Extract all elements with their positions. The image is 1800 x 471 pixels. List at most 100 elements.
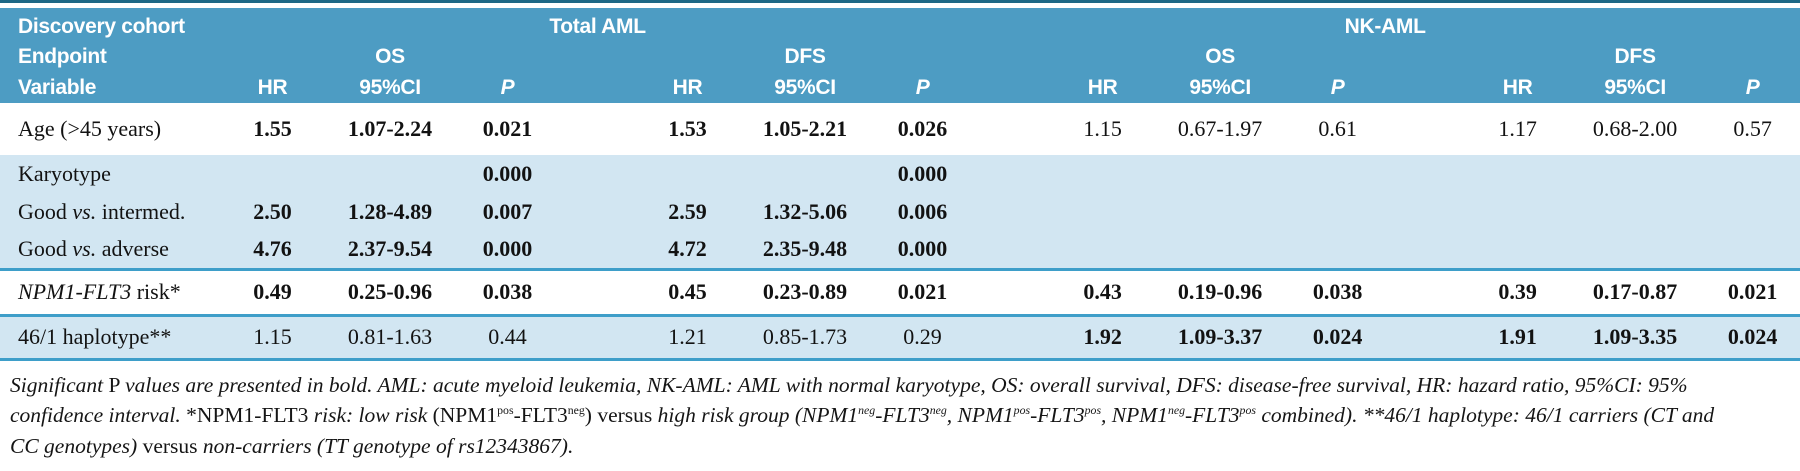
header-hr: HR (1470, 72, 1566, 103)
p-value: 0.000 (460, 231, 555, 269)
column-spacer (555, 193, 640, 231)
header-discovery-cohort: Discovery cohort (0, 8, 225, 41)
variable-label: 46/1 haplotype** (0, 315, 225, 361)
ci-value: 2.37-9.54 (320, 231, 460, 269)
column-spacer (1385, 315, 1471, 361)
header-variable: Variable (0, 72, 225, 103)
p-value: 0.021 (875, 267, 971, 317)
hr-value: 1.15 (225, 315, 320, 361)
column-spacer (970, 315, 1056, 361)
header-spacer (1385, 72, 1471, 103)
column-spacer (555, 267, 640, 317)
hr-value: 0.43 (1055, 267, 1151, 317)
hr-value: 1.15 (1083, 116, 1122, 141)
header-dfs-total: DFS (640, 41, 971, 72)
ci-value: 0.23-0.89 (735, 267, 875, 317)
hr-value: 2.59 (640, 193, 735, 231)
header-nk-aml: NK-AML (970, 8, 1800, 41)
hr-value: 1.91 (1470, 315, 1566, 361)
table-row: NPM1-FLT3 risk* 0.49 0.25-0.96 0.038 0.45 0.2… (0, 267, 1800, 317)
ci-value: 1.09-3.35 (1565, 315, 1706, 361)
discovery-cohort-table: Discovery cohort Total AML NK-AML Endpoi… (0, 8, 1800, 361)
ci-value: 1.07-2.24 (347, 116, 433, 141)
table-row: 46/1 haplotype** 1.15 0.81-1.63 0.44 1.21 0.8… (0, 315, 1800, 361)
column-spacer (1385, 193, 1471, 231)
header-p: P (460, 72, 555, 103)
column-spacer (555, 103, 640, 155)
ci-value (1150, 193, 1291, 231)
hr-value: 4.76 (225, 231, 320, 269)
p-value (1705, 231, 1800, 269)
p-value (1290, 155, 1386, 193)
column-spacer (555, 231, 640, 269)
p-value: 0.038 (1290, 267, 1386, 317)
table-row: Good vs. adverse 4.76 2.37-9.54 0.000 4.72 2.… (0, 231, 1800, 269)
p-value: 0.000 (875, 155, 971, 193)
ci-value: 0.17-0.87 (1565, 267, 1706, 317)
column-spacer (1385, 155, 1471, 193)
ci-value: 0.85-1.73 (735, 315, 875, 361)
hr-value (1470, 155, 1566, 193)
column-spacer (970, 193, 1056, 231)
header-ci: 95%CI (735, 72, 875, 103)
ci-value (1565, 231, 1706, 269)
ci-value: 2.35-9.48 (735, 231, 875, 269)
ci-value: 0.68-2.00 (1592, 116, 1678, 141)
hr-value: 1.92 (1055, 315, 1151, 361)
hr-value: 1.53 (668, 116, 707, 141)
header-spacer (970, 72, 1056, 103)
p-value: 0.57 (1733, 116, 1772, 141)
hr-value: 0.45 (640, 267, 735, 317)
header-ci: 95%CI (1150, 72, 1291, 103)
header-spacer (555, 41, 640, 72)
header-row-stats: Variable HR 95%CI P HR 95%CI P HR 95%CI … (0, 72, 1800, 103)
header-total-aml: Total AML (225, 8, 971, 41)
header-p: P (1290, 72, 1386, 103)
ci-value: 0.19-0.96 (1150, 267, 1291, 317)
header-endpoint: Endpoint (0, 41, 225, 72)
header-ci: 95%CI (1565, 72, 1706, 103)
ci-value: 0.25-0.96 (320, 267, 460, 317)
p-value (1290, 231, 1386, 269)
hr-value (225, 155, 320, 193)
ci-value (1150, 231, 1291, 269)
p-value: 0.006 (875, 193, 971, 231)
ci-value (1565, 155, 1706, 193)
ci-value (735, 155, 875, 193)
table-row: Karyotype 0.000 0.000 (0, 155, 1800, 193)
header-p: P (1705, 72, 1800, 103)
p-value (1705, 193, 1800, 231)
hr-value: 1.21 (640, 315, 735, 361)
ci-value (1565, 193, 1706, 231)
ci-value: 1.05-2.21 (762, 116, 848, 141)
column-spacer (970, 103, 1055, 155)
hr-value: 1.17 (1498, 116, 1537, 141)
p-value: 0.026 (897, 116, 948, 141)
column-spacer (555, 155, 640, 193)
ci-value (320, 155, 460, 193)
header-hr: HR (225, 72, 320, 103)
column-spacer (555, 315, 640, 361)
p-value: 0.000 (460, 155, 555, 193)
p-value: 0.007 (460, 193, 555, 231)
header-p: P (875, 72, 971, 103)
table-body: Age (>45 years) 1.55 1.07-2.24 0.021 1.53 1.0… (0, 103, 1800, 361)
ci-value: 1.32-5.06 (735, 193, 875, 231)
ci-value (1150, 155, 1291, 193)
variable-label: NPM1-FLT3 risk* (0, 267, 225, 317)
ci-value: 0.81-1.63 (320, 315, 460, 361)
ci-value: 1.09-3.37 (1150, 315, 1291, 361)
variable-label: Karyotype (0, 155, 225, 193)
p-value: 0.021 (1705, 267, 1800, 317)
header-spacer (970, 41, 1056, 72)
footnote-line: CC genotypes) versus non-carriers (TT ge… (10, 433, 574, 458)
column-spacer (970, 267, 1056, 317)
footnote-line: confidence interval. *NPM1-FLT3 risk: lo… (10, 402, 1715, 428)
header-os-total: OS (225, 41, 555, 72)
hr-value (640, 155, 735, 193)
header-spacer (555, 72, 640, 103)
ci-value: 0.67-1.97 (1177, 116, 1263, 141)
p-value (1705, 155, 1800, 193)
hr-value: 2.50 (225, 193, 320, 231)
